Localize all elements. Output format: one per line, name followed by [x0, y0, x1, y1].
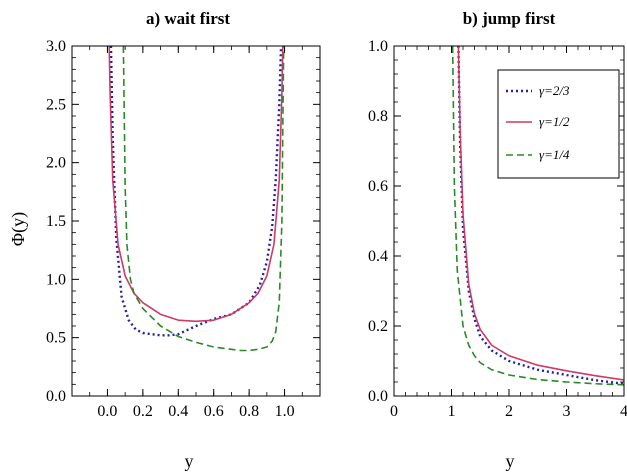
- panel-a-xtick-label: 1.0: [275, 403, 295, 420]
- panel-b-ticks: [393, 45, 625, 397]
- panel-a-ytick-label: 1.0: [46, 271, 66, 288]
- panel-a-ylabel: Φ(y): [8, 212, 29, 246]
- panel-a-xtick-label: 0.2: [133, 403, 153, 420]
- panel-b-series: [451, 46, 624, 386]
- panel-a-ytick-label: 3.0: [46, 38, 66, 55]
- panel-a-xtick-label: 0.4: [168, 403, 188, 420]
- panel-b-xtick-label: 1: [448, 403, 456, 420]
- panel-a-title: a) wait first: [146, 9, 230, 28]
- panel-a-ytick-label: 2.5: [46, 96, 66, 113]
- panel-a-xtick-label: 0.6: [204, 403, 224, 420]
- legend: γ=2/3 γ=1/2 γ=1/4: [497, 69, 620, 179]
- panel-a-ytick-label: 0.0: [46, 388, 66, 405]
- panel-a-xtick-label: 0.8: [239, 403, 259, 420]
- legend-label-gamma-2-3: γ=2/3: [539, 83, 570, 98]
- panel-b-ytick-label: 0.8: [368, 108, 388, 125]
- panel-b-series-gamma-1-2: [457, 46, 624, 381]
- panel-a-ytick-label: 2.0: [46, 155, 66, 172]
- panel-b-ytick-label: 0.6: [368, 178, 388, 195]
- panel-b-xtick-label: 4: [620, 403, 627, 420]
- panel-a-tick-labels: 0.0 0.5 1.0 1.5 2.0 2.5 3.0 0.0 0.2 0.4 0.6 0.8 1.0: [46, 38, 295, 420]
- panel-b-jump-first: b) jump first y 0.00.20.40.60.81.00 1 2 3 4 …: [368, 9, 627, 471]
- panel-b-ytick-label: 0.4: [368, 248, 388, 265]
- panel-a-xlabel: y: [185, 451, 194, 471]
- panel-b-xtick-label: 3: [563, 403, 571, 420]
- legend-label-gamma-1-2: γ=1/2: [539, 114, 570, 129]
- panel-a-frame: [71, 45, 321, 397]
- panel-a-series-gamma-1-4: [122, 46, 285, 352]
- panel-a-series-gamma-2-3: [109, 46, 283, 337]
- panel-a-series-gamma-1-2: [108, 46, 284, 323]
- panel-b-xtick-label: 0: [390, 403, 398, 420]
- panel-b-ytick-label: 1.0: [368, 38, 388, 55]
- panel-b-ytick-label: 0.0: [368, 388, 388, 405]
- panel-b-xtick-label: 2: [505, 403, 513, 420]
- panel-a-ytick-label: 0.5: [46, 330, 66, 347]
- panel-a-series: [108, 46, 285, 352]
- panel-a-xtick-label: 0.0: [97, 403, 117, 420]
- panel-b-series-gamma-2-3: [457, 46, 624, 385]
- legend-label-gamma-1-4: γ=1/4: [539, 147, 570, 162]
- legend-box: [497, 69, 620, 179]
- panel-b-ytick-label: 0.2: [368, 318, 388, 335]
- panel-a-wait-first: a) wait first Φ(y) y 0.0 0.5 1.0 1.5 2.0 2.5 3…: [8, 9, 321, 471]
- panel-b-title: b) jump first: [463, 9, 556, 28]
- panel-b-xlabel: y: [506, 451, 515, 471]
- panel-a-ytick-label: 1.5: [46, 213, 66, 230]
- panel-b-frame: [393, 45, 625, 397]
- panel-b-series-gamma-1-4: [451, 46, 624, 386]
- panel-b-tick-labels: 0.0 0.2 0.4 0.6 0.8 1.0 0 1 2 3 4: [368, 38, 627, 420]
